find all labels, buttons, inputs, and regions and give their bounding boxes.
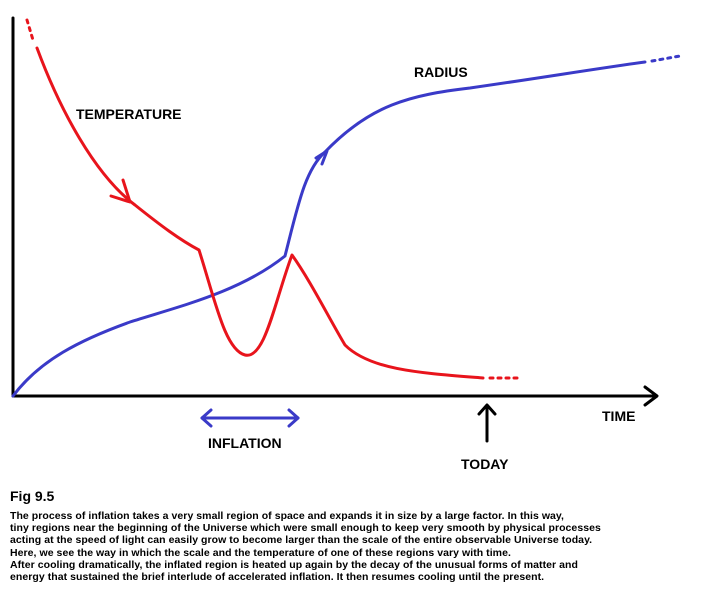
temperature-curve (25, 18, 522, 380)
caption-line: The process of inflation takes a very sm… (10, 510, 565, 522)
caption-line: After cooling dramatically, the inflated… (10, 558, 578, 571)
today-label: TODAY (461, 456, 509, 472)
axes (11, 16, 659, 407)
inflation-double-arrow (200, 408, 300, 428)
temperature-label: TEMPERATURE (76, 106, 182, 122)
temperature-arrowhead (109, 178, 132, 204)
inflation-label: INFLATION (208, 435, 282, 451)
today-arrow (477, 403, 497, 443)
inflation-diagram: TEMPERATURE RADIUS TIME INFLATION TODAY (11, 16, 682, 472)
caption-line: acting at the speed of light can easily … (10, 534, 593, 547)
x-axis-arrowhead (643, 385, 659, 407)
caption-line: tiny regions near the beginning of the U… (10, 522, 601, 535)
radius-label: RADIUS (414, 64, 468, 80)
caption-line: Here, we see the way in which the scale … (10, 546, 511, 559)
caption-line: energy that sustained the brief interlud… (10, 571, 545, 584)
caption-text: The process of inflation takes a very sm… (10, 510, 710, 583)
time-label: TIME (602, 408, 635, 424)
figure-caption: Fig 9.5 The process of inflation takes a… (10, 488, 710, 583)
radius-curve (11, 54, 682, 398)
radius-arrowhead (314, 149, 329, 166)
figure-title: Fig 9.5 (10, 488, 55, 504)
